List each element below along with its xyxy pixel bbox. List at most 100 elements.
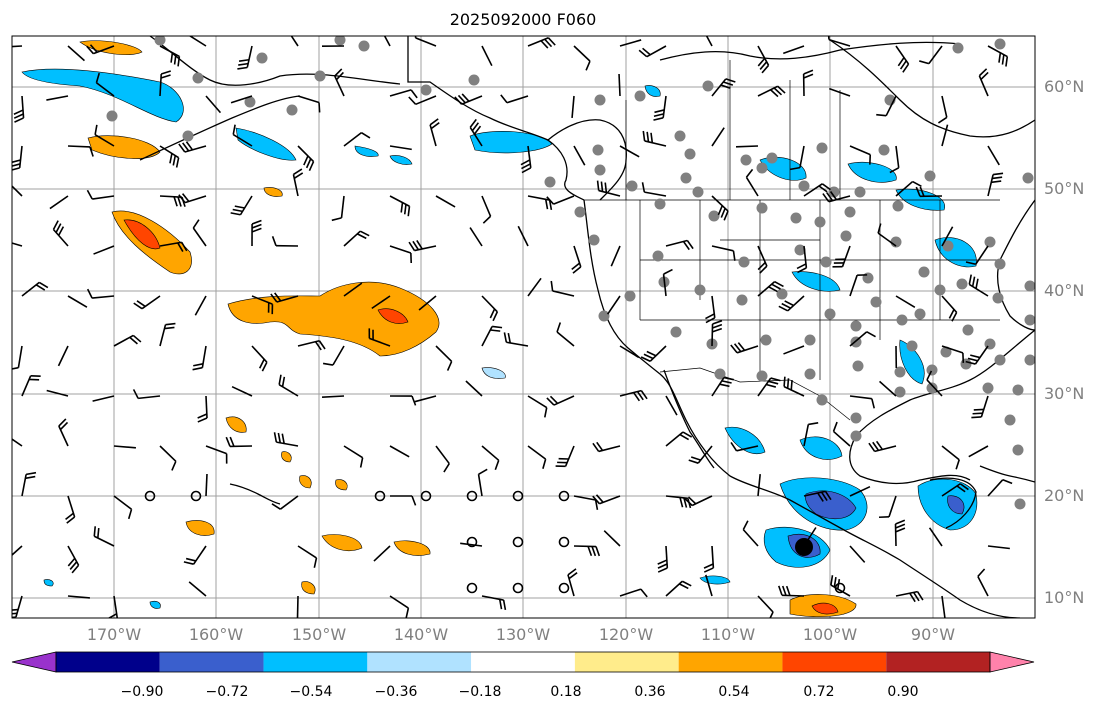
wind-barb <box>527 395 548 418</box>
lat-label: 30°N <box>1044 384 1085 403</box>
wind-barb <box>606 295 621 315</box>
wind-barb <box>527 37 556 49</box>
station-dot <box>794 244 806 256</box>
station-dot <box>994 258 1006 270</box>
wind-barb <box>745 168 759 197</box>
station-dot <box>878 144 890 156</box>
wind-barb <box>132 389 161 400</box>
coastline-alaska <box>407 36 585 201</box>
wind-barb <box>977 568 989 597</box>
wind-barb <box>197 395 208 423</box>
wind-barb <box>987 545 1010 550</box>
wind-barb <box>67 295 88 308</box>
wind-barb <box>878 495 897 519</box>
wind-barb <box>159 145 180 168</box>
contour-positive <box>299 475 312 489</box>
station-dot <box>702 80 714 92</box>
coastline-hudson <box>829 39 1035 138</box>
wind-barb <box>65 495 76 524</box>
station-dot <box>358 40 370 52</box>
station-dot <box>670 326 682 338</box>
wind-barb <box>373 545 391 562</box>
station-dot <box>182 130 194 142</box>
wind-barb <box>481 195 492 224</box>
station-dot <box>654 198 666 210</box>
wind-barb <box>757 245 768 274</box>
wind-barb <box>705 295 716 324</box>
wind-barb <box>665 395 678 416</box>
wind-barb <box>711 127 725 147</box>
wind-barb <box>571 245 582 274</box>
station-dot <box>740 154 752 166</box>
contour-negative <box>847 161 897 183</box>
station-dot <box>1022 172 1034 184</box>
contour-negative <box>469 131 553 154</box>
colorbar-segment <box>678 652 783 672</box>
wind-barb <box>237 45 253 70</box>
wind-barb <box>971 395 989 419</box>
wind-barb <box>757 280 784 297</box>
wind-barb <box>596 180 621 197</box>
wind-barb <box>429 118 440 147</box>
wind-barb <box>573 145 586 166</box>
contour-negative <box>389 155 413 165</box>
wind-barb <box>832 421 851 447</box>
lon-label: 140°W <box>393 625 449 644</box>
storm-center-marker <box>795 538 813 556</box>
station-dot <box>760 334 772 346</box>
wind-barb <box>849 274 868 297</box>
station-dot <box>1014 498 1026 510</box>
station-dot <box>926 382 938 394</box>
colorbar-tick-label: 0.54 <box>718 684 750 700</box>
contour-positive <box>335 479 348 491</box>
wind-barb <box>968 445 989 458</box>
lon-label: 100°W <box>802 625 858 644</box>
station-dot <box>1012 384 1024 396</box>
colorbar-tick-label: 0.18 <box>550 684 582 700</box>
station-dot <box>1024 280 1035 292</box>
wind-barb <box>52 220 69 247</box>
wind-barb <box>12 545 23 557</box>
wind-barb <box>640 345 667 363</box>
coastline-arctic <box>659 41 961 61</box>
colorbar-tick-label: 0.90 <box>887 684 919 700</box>
wind-barb <box>13 95 25 123</box>
coastline-us-west <box>583 199 1021 618</box>
station-dot <box>962 324 974 336</box>
station-dot <box>850 412 862 424</box>
wind-barb <box>159 195 186 207</box>
wind-barb <box>389 395 417 406</box>
contour-strong-positive <box>377 308 409 324</box>
calm-circle <box>512 536 524 548</box>
contour-negative <box>791 271 841 292</box>
wind-barb <box>527 195 553 211</box>
calm-circle <box>558 490 570 502</box>
wind-barb <box>12 242 23 247</box>
wind-barb <box>321 395 345 398</box>
wind-barb <box>803 183 831 197</box>
wind-barb <box>232 124 253 147</box>
contour-positive <box>225 416 247 433</box>
wind-barb <box>107 595 119 618</box>
station-dot <box>766 152 778 164</box>
lat-label: 20°N <box>1044 486 1085 505</box>
wind-barb <box>86 44 115 55</box>
wind-barb <box>711 78 736 97</box>
wind-barb <box>937 95 948 124</box>
wind-barb <box>192 345 207 371</box>
wind-barb <box>159 241 188 252</box>
wind-barb <box>592 494 621 505</box>
wind-barb <box>965 345 989 365</box>
wind-barb <box>965 245 989 266</box>
wind-barb <box>941 124 949 147</box>
wind-barb <box>571 95 575 118</box>
station-dot <box>286 104 298 116</box>
station-dot <box>906 340 918 352</box>
wind-barb <box>343 282 363 297</box>
contour-positive <box>321 534 363 551</box>
wind-barb <box>928 527 943 547</box>
calm-circle <box>374 490 386 502</box>
contour-strong-positive <box>811 602 839 615</box>
wind-barb <box>93 245 115 255</box>
station-dot <box>870 296 882 308</box>
